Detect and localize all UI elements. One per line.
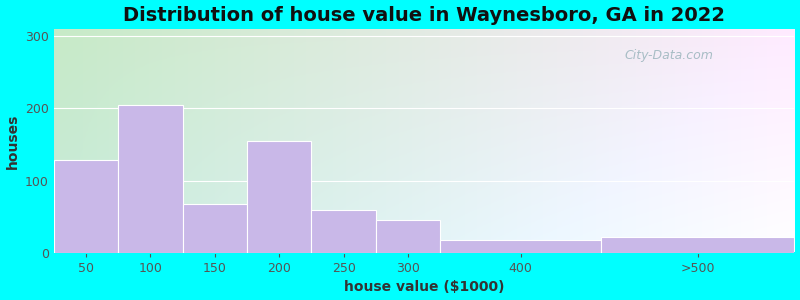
Bar xyxy=(376,220,440,253)
Title: Distribution of house value in Waynesboro, GA in 2022: Distribution of house value in Waynesbor… xyxy=(123,6,725,25)
Bar xyxy=(54,160,118,253)
Bar xyxy=(118,106,182,253)
Text: City-Data.com: City-Data.com xyxy=(624,49,713,62)
Bar xyxy=(440,240,602,253)
X-axis label: house value ($1000): house value ($1000) xyxy=(344,280,504,294)
Bar xyxy=(247,141,311,253)
Y-axis label: houses: houses xyxy=(6,113,19,169)
Bar xyxy=(311,209,376,253)
Bar xyxy=(182,205,247,253)
Bar xyxy=(602,237,794,253)
